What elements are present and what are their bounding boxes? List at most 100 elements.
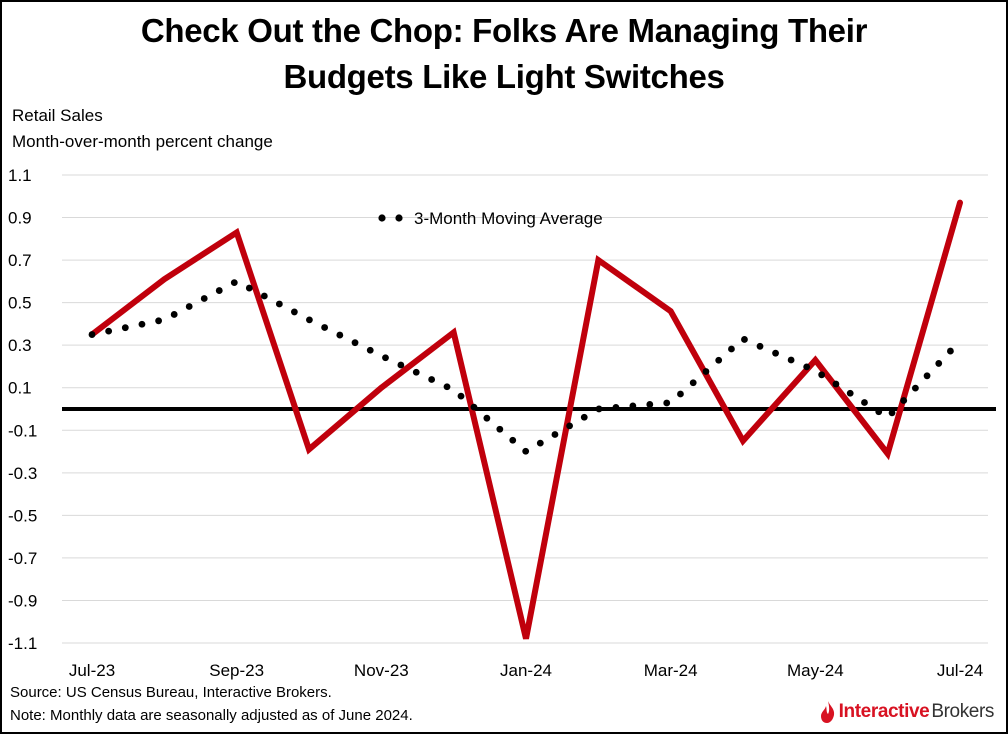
y-axis-tick-labels: 1.1 0.9 0.7 0.5 0.3 0.1 -0.1 -0.3 -0.5 -0.7 -0.9 -1… bbox=[8, 166, 37, 653]
x-tick-label: Mar-24 bbox=[644, 661, 698, 680]
series-layer bbox=[88, 199, 963, 640]
moving-average-dot bbox=[846, 389, 854, 397]
moving-average-dot bbox=[923, 372, 931, 380]
y-tick-label: -0.9 bbox=[8, 591, 37, 610]
x-tick-label: Jul-24 bbox=[937, 661, 983, 680]
moving-average-dot bbox=[803, 363, 811, 371]
series-retail-sales bbox=[89, 199, 963, 640]
source-note: Source: US Census Bureau, Interactive Br… bbox=[10, 684, 332, 701]
moving-average-dot bbox=[536, 439, 544, 447]
moving-average-dot bbox=[677, 390, 684, 398]
moving-average-dot bbox=[260, 292, 268, 300]
moving-average-dot bbox=[900, 397, 908, 404]
moving-average-dot bbox=[397, 361, 405, 369]
moving-average-dot bbox=[470, 403, 478, 411]
series-moving-average bbox=[88, 279, 954, 455]
footnote: Note: Monthly data are seasonally adjust… bbox=[10, 707, 413, 724]
brand-logo: Interactive Brokers bbox=[819, 700, 994, 724]
gridlines bbox=[62, 174, 988, 644]
moving-average-dot bbox=[88, 331, 96, 338]
moving-average-dot bbox=[366, 346, 374, 354]
moving-average-dot bbox=[629, 402, 637, 410]
moving-average-dot bbox=[155, 317, 163, 325]
moving-average-dot bbox=[351, 339, 359, 347]
moving-average-dot bbox=[947, 347, 954, 355]
x-tick-label: Jan-24 bbox=[500, 661, 552, 680]
x-tick-label: Nov-23 bbox=[354, 661, 409, 680]
moving-average-dot bbox=[321, 324, 329, 331]
y-tick-label: 1.1 bbox=[8, 166, 32, 185]
moving-average-dot bbox=[741, 336, 748, 343]
moving-average-dot bbox=[121, 324, 129, 332]
brand-name-bold: Interactive bbox=[838, 701, 930, 722]
y-tick-label: 0.3 bbox=[8, 336, 32, 355]
moving-average-dot bbox=[412, 368, 420, 376]
moving-average-dot bbox=[612, 404, 620, 411]
moving-average-dot bbox=[428, 376, 436, 383]
x-tick-label: May-24 bbox=[787, 661, 844, 680]
moving-average-dot bbox=[551, 431, 559, 438]
moving-average-dot bbox=[170, 311, 178, 318]
moving-average-dot bbox=[230, 279, 238, 287]
moving-average-dot bbox=[290, 308, 298, 316]
moving-average-dot bbox=[663, 399, 671, 407]
x-tick-label: Sep-23 bbox=[209, 661, 264, 680]
legend-marker-dot bbox=[395, 214, 403, 222]
moving-average-dot bbox=[496, 425, 504, 433]
moving-average-dot bbox=[509, 436, 517, 444]
moving-average-dot bbox=[832, 380, 840, 388]
moving-average-dot bbox=[728, 345, 735, 353]
moving-average-dot bbox=[105, 327, 113, 335]
moving-average-dot bbox=[138, 320, 146, 328]
y-tick-label: -0.5 bbox=[8, 506, 37, 525]
moving-average-dot bbox=[457, 392, 465, 400]
x-axis-tick-labels: Jul-23 Sep-23 Nov-23 Jan-24 Mar-24 May-24 Jul-… bbox=[69, 661, 983, 680]
moving-average-dot bbox=[382, 354, 389, 362]
y-tick-label: 0.7 bbox=[8, 251, 32, 270]
moving-average-dot bbox=[689, 379, 697, 387]
moving-average-dot bbox=[245, 284, 253, 292]
moving-average-dot bbox=[818, 371, 826, 379]
retail-sales-line bbox=[89, 199, 963, 640]
chart-subtitle-series: Retail Sales bbox=[12, 106, 103, 125]
moving-average-dot bbox=[756, 342, 764, 350]
moving-average-dot bbox=[275, 300, 283, 308]
chart-title-line-1: Check Out the Chop: Folks Are Managing T… bbox=[140, 12, 868, 49]
x-tick-label: Jul-23 bbox=[69, 661, 115, 680]
moving-average-dot bbox=[483, 414, 491, 422]
moving-average-dot bbox=[215, 287, 223, 294]
y-tick-label: 0.9 bbox=[8, 209, 32, 228]
moving-average-dot bbox=[875, 408, 883, 416]
moving-average-dot bbox=[580, 413, 588, 421]
flame-icon bbox=[820, 701, 834, 723]
chart-title-line-2: Budgets Like Light Switches bbox=[283, 58, 725, 95]
moving-average-dot bbox=[200, 295, 208, 302]
brand-name-light: Brokers bbox=[931, 701, 994, 722]
moving-average-dot bbox=[888, 409, 896, 417]
moving-average-dot bbox=[646, 401, 654, 408]
moving-average-dot bbox=[911, 384, 919, 392]
moving-average-dot bbox=[772, 349, 779, 357]
moving-average-dot bbox=[861, 399, 868, 406]
moving-average-dot bbox=[443, 383, 451, 391]
y-tick-label: -0.3 bbox=[8, 464, 37, 483]
moving-average-dot bbox=[787, 356, 795, 364]
y-tick-label: 0.5 bbox=[8, 294, 32, 313]
moving-average-dot bbox=[935, 360, 943, 367]
y-tick-label: -1.1 bbox=[8, 634, 37, 653]
moving-average-dot bbox=[595, 405, 603, 413]
legend-label: 3-Month Moving Average bbox=[414, 209, 603, 228]
moving-average-dot bbox=[306, 316, 313, 324]
chart-subtitle-units: Month-over-month percent change bbox=[12, 132, 273, 151]
moving-average-dot bbox=[715, 356, 723, 364]
y-tick-label: -0.7 bbox=[8, 549, 37, 568]
moving-average-dot bbox=[566, 422, 574, 430]
moving-average-dot bbox=[336, 331, 344, 339]
moving-average-dot bbox=[522, 447, 530, 455]
legend: 3-Month Moving Average bbox=[378, 209, 603, 228]
moving-average-dot bbox=[702, 368, 710, 375]
y-tick-label: -0.1 bbox=[8, 421, 37, 440]
legend-marker-dot bbox=[378, 214, 386, 222]
